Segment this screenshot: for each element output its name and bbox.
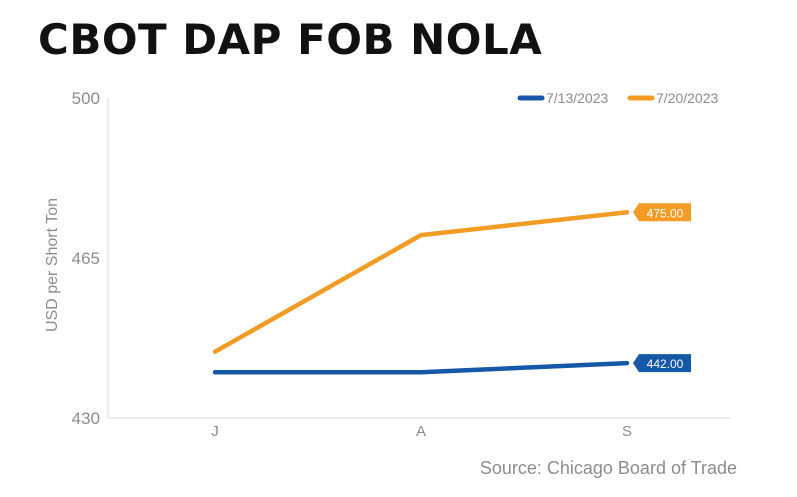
x-tick-label: A [416, 423, 426, 440]
end-label-tag [633, 203, 691, 222]
y-tick-label: 500 [72, 89, 100, 108]
x-tick-label: J [211, 423, 219, 440]
y-tick-label: 465 [72, 249, 100, 268]
y-tick-label: 430 [72, 409, 100, 428]
end-label-value: 442.00 [647, 357, 684, 371]
y-tick-labels: 430 465 500 [72, 89, 100, 428]
x-tick-label: S [622, 423, 632, 440]
source-note: Source: Chicago Board of Trade [479, 458, 737, 478]
series-lines [212, 210, 630, 375]
legend-label: 7/20/2023 [656, 90, 718, 106]
series-line [212, 210, 630, 354]
legend: 7/13/2023 7/20/2023 [517, 90, 718, 106]
end-labels: 442.00 475.00 [633, 203, 691, 373]
legend-label: 7/13/2023 [546, 90, 608, 106]
chart-title: CBOT DAP FOB NOLA [38, 15, 543, 64]
y-axis-label: USD per Short Ton [44, 198, 61, 332]
end-label-value: 475.00 [647, 206, 684, 220]
series-line [212, 360, 630, 375]
end-label-tag [633, 354, 691, 373]
